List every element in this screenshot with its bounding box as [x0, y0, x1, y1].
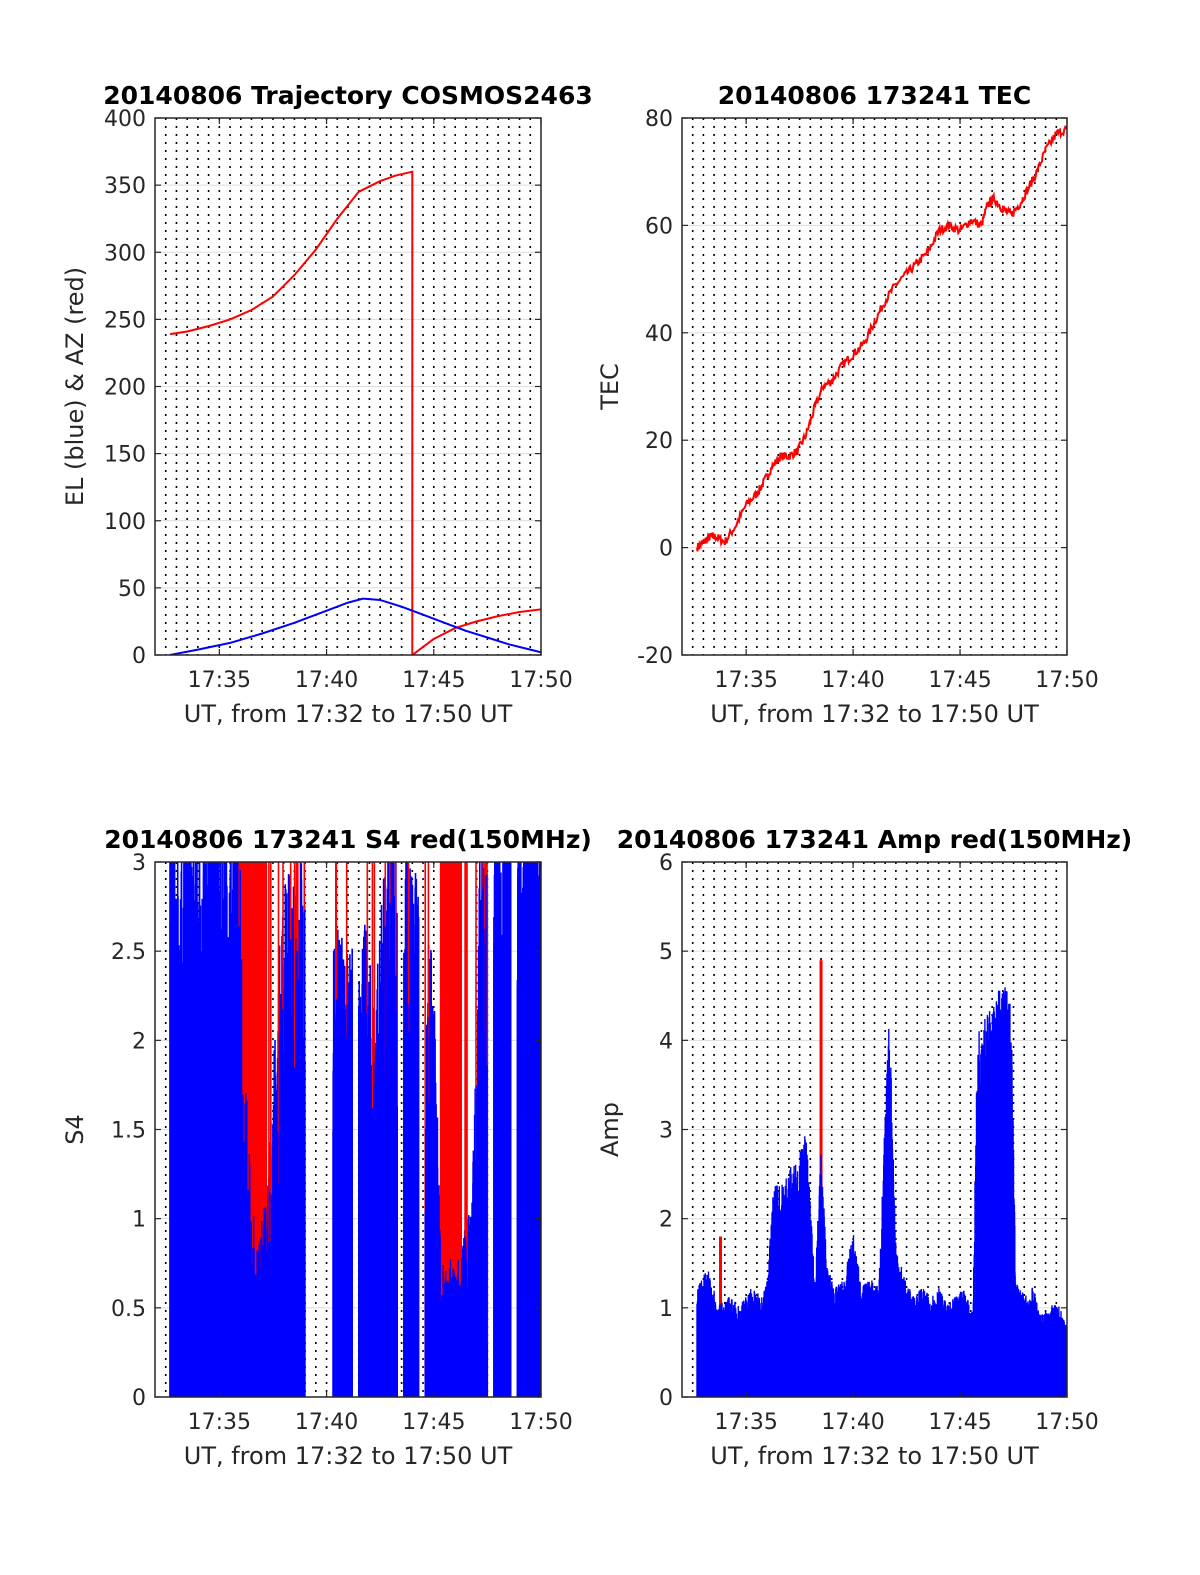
s4-ytick-label-4: 2	[132, 1029, 146, 1054]
amp-ylabel: Amp	[596, 1102, 624, 1157]
s4-blue-spikes-front	[169, 864, 541, 1397]
tec-xlabel: UT, from 17:32 to 17:50 UT	[710, 700, 1039, 728]
amp-panel: UT, from 17:32 to 17:50 UT Amp 17:35 17:4…	[596, 851, 1099, 1470]
trajectory-ytick-label-2: 100	[104, 510, 146, 535]
amp-ytick-label-6: 6	[659, 851, 673, 876]
trajectory-title: 20140806 Trajectory COSMOS2463	[103, 81, 593, 110]
amp-xtick-label-1: 17:40	[821, 1410, 884, 1435]
tec-ytick-label-1: 0	[659, 537, 673, 562]
s4-plot-area	[155, 862, 541, 1397]
s4-ytick-label-1: 0.5	[111, 1297, 146, 1322]
trajectory-ytick-label-5: 250	[104, 308, 146, 333]
trajectory-ytick-label-1: 50	[118, 577, 146, 602]
s4-xlabel: UT, from 17:32 to 17:50 UT	[184, 1442, 513, 1470]
tec-title: 20140806 173241 TEC	[718, 81, 1031, 110]
amp-ytick-label-4: 4	[659, 1029, 673, 1054]
trajectory-xtick-label-1: 17:40	[295, 668, 358, 693]
trajectory-series-1	[169, 597, 541, 655]
s4-xtick-label-3: 17:50	[509, 1410, 572, 1435]
amp-title: 20140806 173241 Amp red(150MHz)	[617, 825, 1133, 854]
trajectory-xtick-label-0: 17:35	[188, 668, 251, 693]
trajectory-ylabel: EL (blue) & AZ (red)	[61, 267, 89, 506]
amp-ytick-label-3: 3	[659, 1119, 673, 1144]
tec-series-0	[696, 125, 1067, 552]
amp-ytick-label-5: 5	[659, 940, 673, 965]
trajectory-ytick-label-7: 350	[104, 174, 146, 199]
tec-ytick-label-3: 40	[645, 322, 673, 347]
trajectory-xtick-label-3: 17:50	[509, 668, 572, 693]
tec-ytick-label-4: 60	[645, 214, 673, 239]
s4-xtick-label-1: 17:40	[295, 1410, 358, 1435]
tec-xtick-label-0: 17:35	[714, 668, 777, 693]
tec-plot-area	[682, 118, 1067, 655]
amp-xtick-label-0: 17:35	[714, 1410, 777, 1435]
amp-xlabel: UT, from 17:32 to 17:50 UT	[710, 1442, 1039, 1470]
s4-ylabel: S4	[61, 1114, 89, 1145]
tec-xtick-label-3: 17:50	[1035, 668, 1098, 693]
s4-ytick-label-3: 1.5	[111, 1119, 146, 1144]
tec-xtick-label-2: 17:45	[928, 668, 991, 693]
s4-ytick-label-0: 0	[132, 1386, 146, 1411]
s4-title: 20140806 173241 S4 red(150MHz)	[104, 825, 592, 854]
trajectory-ytick-label-8: 400	[104, 107, 146, 132]
s4-ytick-label-5: 2.5	[111, 940, 146, 965]
tec-axes-box	[681, 117, 1068, 656]
trajectory-ytick-label-3: 150	[104, 443, 146, 468]
trajectory-series-0	[169, 170, 541, 655]
s4-xtick-label-2: 17:45	[402, 1410, 465, 1435]
trajectory-plot-area	[155, 118, 541, 655]
amp-ytick-label-2: 2	[659, 1208, 673, 1233]
amp-plot-area	[682, 862, 1067, 1397]
s4-ytick-label-6: 3	[132, 851, 146, 876]
tec-ytick-label-2: 20	[645, 429, 673, 454]
amp-ytick-label-1: 1	[659, 1297, 673, 1322]
trajectory-xlabel: UT, from 17:32 to 17:50 UT	[184, 700, 513, 728]
amp-xtick-label-2: 17:45	[928, 1410, 991, 1435]
trajectory-ytick-label-0: 0	[132, 644, 146, 669]
s4-ytick-label-2: 1	[132, 1208, 146, 1233]
trajectory-xtick-label-2: 17:45	[402, 668, 465, 693]
tec-ylabel: TEC	[596, 363, 624, 411]
trajectory-ytick-label-6: 300	[104, 241, 146, 266]
amp-xtick-label-3: 17:50	[1035, 1410, 1098, 1435]
s4-panel: UT, from 17:32 to 17:50 UT S4 17:35 17:40…	[61, 851, 573, 1470]
amp-ytick-label-0: 0	[659, 1386, 673, 1411]
tec-ytick-label-5: 80	[645, 107, 673, 132]
tec-ytick-label-0: -20	[637, 644, 673, 669]
tec-xtick-label-1: 17:40	[821, 668, 884, 693]
tec-panel: UT, from 17:32 to 17:50 UT TEC 17:35 17:4…	[596, 107, 1099, 728]
trajectory-panel: UT, from 17:32 to 17:50 UT EL (blue) & A…	[61, 107, 573, 728]
s4-xtick-label-0: 17:35	[188, 1410, 251, 1435]
trajectory-ytick-label-4: 200	[104, 376, 146, 401]
amp-blue-spikes	[696, 987, 1067, 1397]
